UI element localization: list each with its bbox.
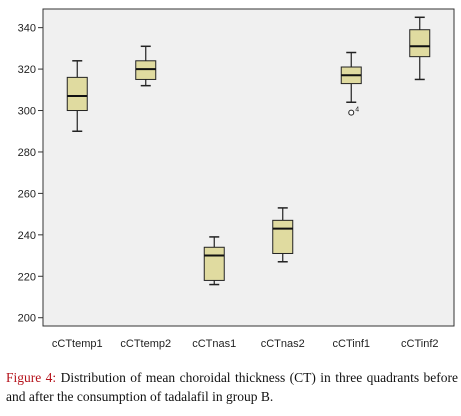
box-series: 4 (66, 16, 431, 286)
iqr-box (203, 246, 225, 281)
box-cCTinf1: 4 (340, 51, 362, 116)
x-category-label: cCTinf1 (333, 338, 371, 350)
box-cCTnas1 (203, 236, 225, 286)
box-cCTtemp2 (135, 45, 157, 87)
box-cCTnas2 (272, 207, 294, 263)
y-tick-label: 280 (18, 147, 36, 159)
box-cCTtemp1 (66, 60, 88, 132)
x-category-label: cCTtemp2 (120, 338, 171, 350)
outlier-point (348, 109, 355, 116)
box-cCTinf2 (409, 16, 431, 81)
iqr-box (66, 76, 88, 112)
y-tick-label: 300 (18, 106, 36, 118)
y-tick-label: 320 (18, 64, 36, 76)
iqr-box (409, 29, 431, 58)
plot-area (42, 8, 455, 327)
y-tick-label: 200 (18, 313, 36, 325)
outlier-label: 4 (355, 107, 359, 114)
y-tick-label: 220 (18, 271, 36, 283)
figure-caption: Figure 4: Distribution of mean choroidal… (6, 368, 458, 406)
x-category-label: cCTtemp1 (52, 338, 103, 350)
x-category-label: cCTnas1 (192, 338, 236, 350)
x-category-label: cCTnas2 (261, 338, 305, 350)
iqr-box (135, 60, 157, 80)
caption-text: Distribution of mean choroidal thickness… (6, 370, 459, 404)
y-axis: 200 220 240 260 280 300 320 340 (18, 23, 43, 325)
iqr-box (272, 219, 294, 254)
y-tick-label: 240 (18, 230, 36, 242)
y-tick-label: 260 (18, 188, 36, 200)
caption-label: Figure 4: (6, 370, 57, 385)
y-tick-label: 340 (18, 23, 36, 35)
x-category-label: cCTinf2 (401, 338, 439, 350)
x-axis: cCTtemp1 cCTtemp2 cCTnas1 cCTnas2 cCTinf1 cCT… (52, 338, 439, 350)
